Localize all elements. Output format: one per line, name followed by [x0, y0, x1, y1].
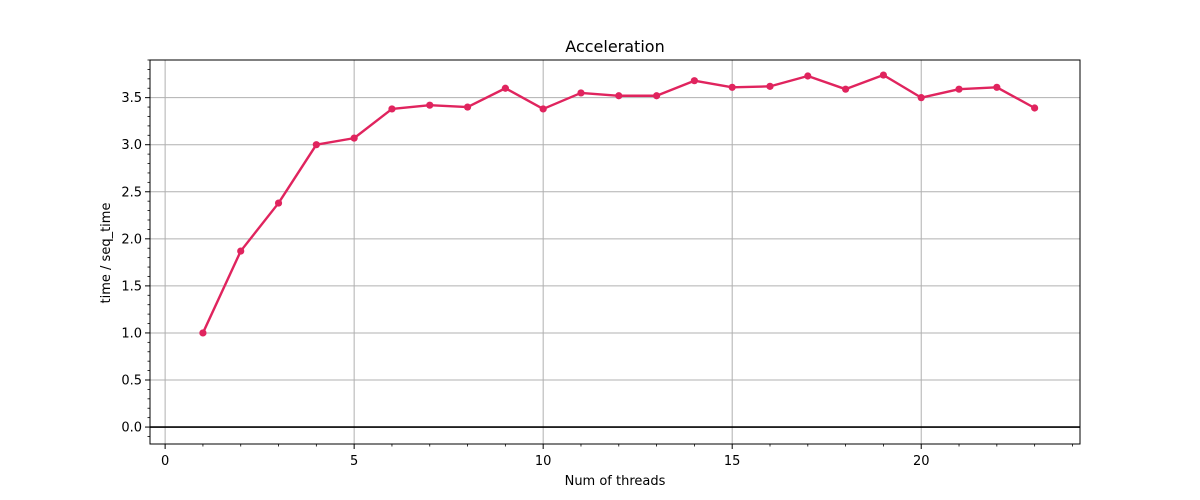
data-point: [804, 72, 812, 80]
data-point: [501, 84, 509, 92]
x-tick-label: 15: [724, 454, 741, 469]
data-point: [1031, 104, 1039, 112]
x-tick-label: 20: [913, 454, 930, 469]
data-point: [993, 83, 1001, 91]
y-tick-label: 1.5: [121, 279, 142, 294]
grid: [150, 60, 1080, 444]
ticks: 0 5 10 15 20 0.0 0.5 1.0 1.5 2.0 2.5 3.0 3.5: [121, 59, 1073, 469]
data-point: [463, 103, 472, 111]
x-tick-label: 0: [161, 454, 169, 469]
data-point: [274, 199, 283, 207]
data-point: [917, 94, 925, 102]
y-axis-label: time / seq_time: [99, 203, 114, 304]
x-axis-label: Num of threads: [565, 474, 666, 489]
data-point: [577, 89, 585, 97]
data-point: [350, 134, 358, 142]
data-point: [955, 85, 963, 93]
x-tick-label: 10: [535, 454, 552, 469]
plot-frame: [149, 59, 1081, 445]
data-point: [879, 71, 888, 79]
data-point: [690, 77, 698, 85]
data-point: [199, 329, 207, 337]
data-point: [237, 247, 245, 255]
chart-title: Acceleration: [565, 37, 664, 56]
series-layer: [199, 71, 1039, 337]
series-line: [201, 73, 1036, 334]
y-tick-label: 2.5: [121, 185, 142, 200]
data-point: [766, 82, 774, 90]
y-tick-label: 0.0: [121, 421, 142, 436]
data-point: [615, 92, 623, 100]
data-point: [652, 92, 661, 100]
y-tick-label: 1.0: [121, 326, 142, 341]
x-tick-label: 5: [350, 454, 358, 469]
data-point: [388, 105, 396, 113]
data-point: [312, 141, 320, 149]
y-tick-label: 2.0: [121, 232, 142, 247]
y-tick-label: 3.0: [121, 138, 142, 153]
data-point: [728, 83, 736, 91]
data-point: [539, 105, 547, 113]
data-point: [842, 85, 850, 93]
y-tick-label: 0.5: [121, 374, 142, 389]
y-tick-label: 3.5: [121, 91, 142, 106]
data-point: [426, 101, 434, 109]
